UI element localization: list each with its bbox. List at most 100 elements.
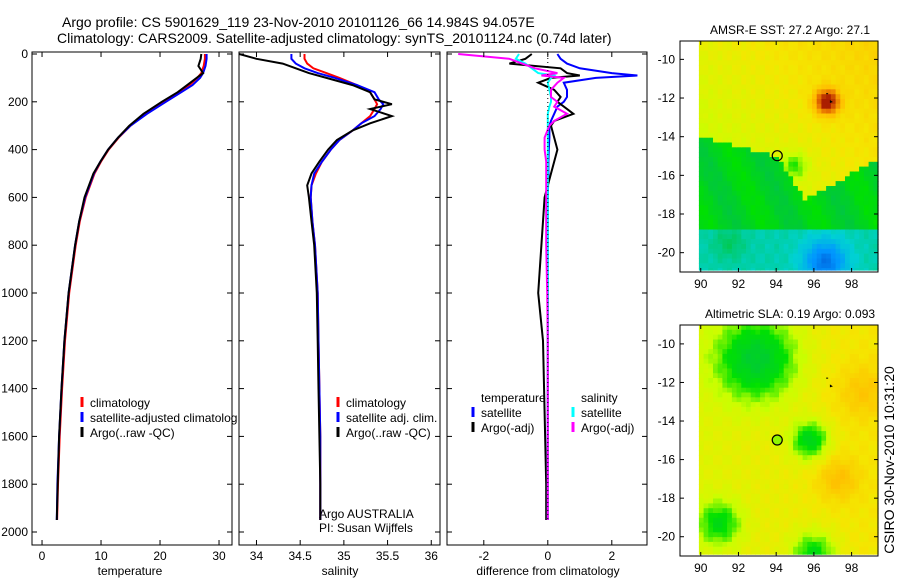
sst-cell (854, 45, 860, 52)
sla-cell (698, 349, 705, 355)
sla-cell (727, 517, 733, 524)
sst-cell (859, 229, 865, 235)
sla-cell (840, 440, 846, 447)
sla-cell (849, 392, 855, 398)
sla-cell (840, 387, 846, 394)
sst-cell (849, 215, 855, 221)
title-line-1: Argo profile: CS 5901629_119 23-Nov-2010… (62, 14, 535, 30)
sla-cell (731, 484, 738, 490)
sst-cell (816, 239, 822, 245)
sla-cell (863, 484, 870, 490)
sla-cell (731, 368, 738, 374)
sst-cell (736, 219, 742, 226)
sla-cell (703, 479, 709, 485)
sst-cell (845, 181, 851, 187)
sst-cell (797, 123, 804, 129)
sst-cell (788, 118, 794, 124)
sst-cell (703, 137, 709, 144)
y-tick-label: -18 (658, 207, 676, 221)
sla-cell (708, 527, 714, 533)
sst-cell (812, 123, 818, 129)
sst-cell (722, 108, 728, 115)
sst-cell (859, 108, 865, 115)
sla-cell (830, 416, 837, 422)
sst-cell (859, 195, 865, 201)
sst-cell (849, 152, 855, 158)
sla-cell (755, 488, 761, 495)
sla-cell (835, 551, 841, 555)
sst-cell (708, 195, 714, 201)
sla-cell (816, 426, 822, 432)
sla-cell (703, 406, 709, 413)
sla-cell (873, 431, 879, 437)
sst-cell (840, 142, 846, 148)
sst-cell (830, 229, 837, 235)
sst-cell (873, 268, 879, 271)
sst-cell (779, 128, 785, 134)
sst-cell (821, 171, 827, 177)
sst-cell (845, 219, 851, 226)
sla-cell (727, 460, 733, 466)
sla-cell (717, 382, 723, 389)
sla-cell (755, 416, 761, 422)
sst-cell (746, 205, 752, 211)
sst-cell (698, 268, 705, 271)
sla-cell (868, 349, 874, 355)
sst-cell (713, 229, 719, 235)
sst-cell (727, 219, 733, 226)
sla-cell (698, 541, 705, 548)
sst-cell (755, 79, 761, 86)
sla-cell (840, 397, 846, 403)
sst-cell (779, 268, 785, 271)
sst-cell (717, 229, 723, 235)
sla-cell (854, 416, 860, 422)
sla-cell (746, 329, 752, 336)
sst-cell (779, 200, 785, 206)
sla-cell (750, 551, 756, 555)
sla-cell (821, 551, 827, 555)
sla-cell (717, 546, 723, 553)
sst-cell (788, 94, 794, 100)
sst-cell (727, 263, 733, 269)
sla-cell (760, 368, 766, 374)
sst-cell (779, 99, 785, 105)
sla-cell (774, 378, 780, 384)
sla-cell (807, 411, 813, 418)
sla-cell (812, 334, 818, 340)
sla-cell (863, 339, 870, 345)
sst-cell (873, 219, 879, 226)
sla-cell (859, 532, 865, 538)
sla-cell (854, 435, 860, 442)
sst-cell (835, 215, 841, 221)
sst-cell (816, 70, 822, 76)
sst-cell (802, 128, 808, 134)
sla-cell (731, 498, 738, 504)
sst-cell (816, 190, 822, 197)
sst-cell (779, 181, 785, 187)
sla-cell (868, 464, 874, 471)
sla-cell (868, 373, 874, 379)
sst-cell (727, 176, 733, 182)
sla-cell (698, 474, 705, 480)
sla-cell (703, 551, 709, 555)
sla-cell (816, 378, 822, 384)
sla-cell (816, 431, 822, 437)
sla-cell (835, 546, 841, 553)
sst-cell (703, 200, 709, 206)
sst-cell (750, 258, 756, 264)
sla-cell (731, 402, 738, 408)
sst-cell (835, 137, 841, 144)
sst-cell (717, 132, 723, 139)
sst-cell (774, 253, 780, 259)
sst-cell (783, 84, 789, 90)
sst-cell (830, 195, 837, 201)
sla-cell (750, 373, 756, 379)
sla-cell (698, 353, 705, 360)
sla-cell (779, 406, 785, 413)
sla-cell (774, 546, 780, 553)
sst-cell (750, 45, 756, 52)
sst-cell (746, 45, 752, 52)
sst-cell (788, 176, 794, 182)
sst-cell (835, 89, 841, 95)
sst-cell (835, 103, 841, 110)
